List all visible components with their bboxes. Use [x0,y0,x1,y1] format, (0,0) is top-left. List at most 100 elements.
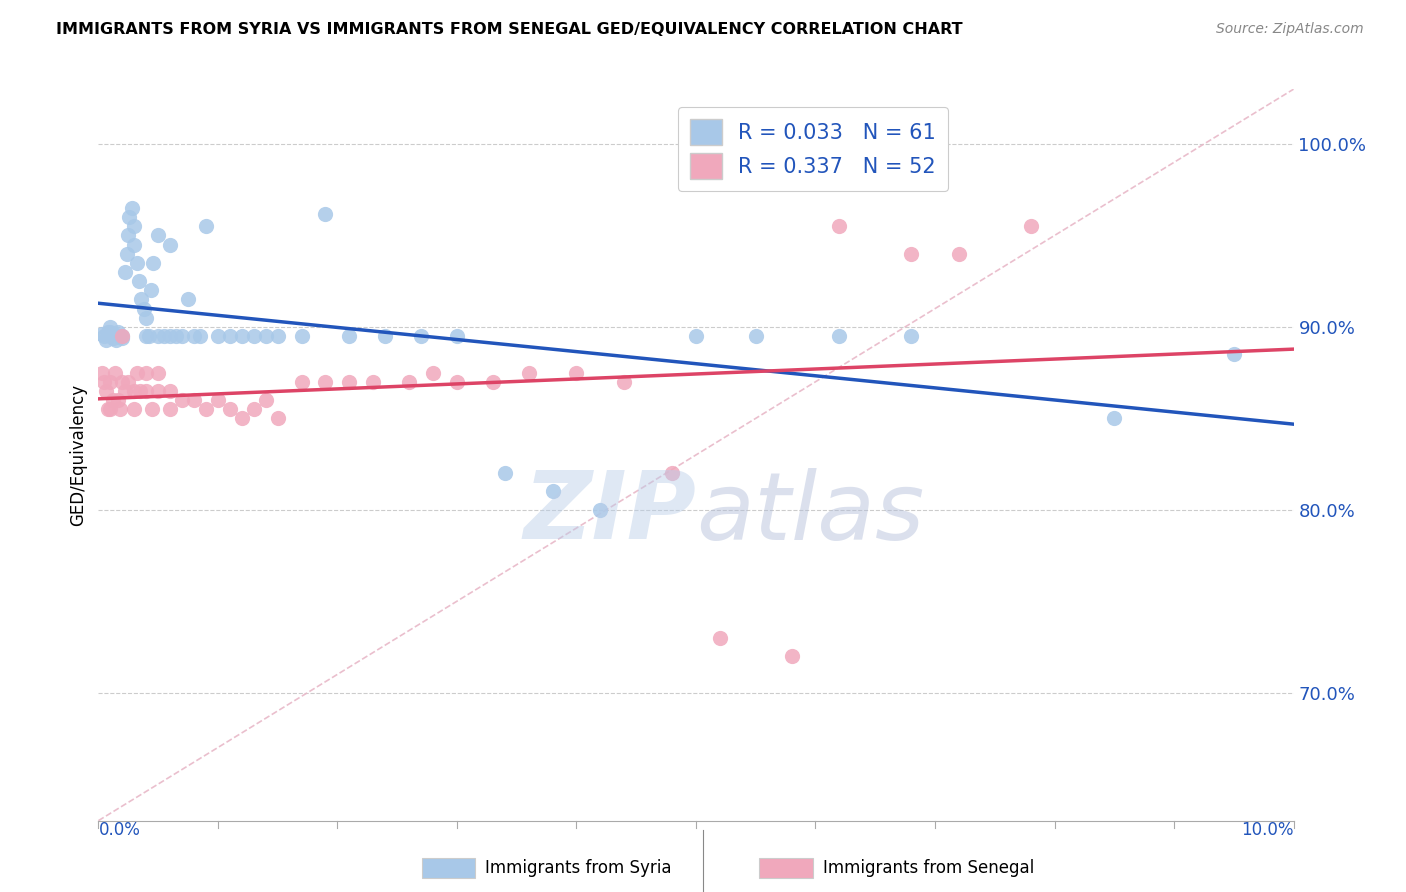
Point [422,366,444,380]
Point [613,375,636,389]
Point [1019,219,1042,234]
Point [98,319,122,334]
Point [780,649,803,664]
Point [709,631,731,645]
Point [398,375,420,389]
Point [685,329,707,343]
Point [91,327,114,342]
Point [131,293,153,307]
Point [107,392,129,407]
Point [183,329,205,343]
Point [117,375,139,389]
Point [481,375,505,389]
Point [828,329,851,343]
Point [135,329,157,343]
Point [138,329,160,343]
Point [339,375,360,389]
Point [148,228,170,243]
Point [541,484,564,499]
Point [101,331,124,345]
Point [446,329,468,343]
Text: IMMIGRANTS FROM SYRIA VS IMMIGRANTS FROM SENEGAL GED/EQUIVALENCY CORRELATION CHA: IMMIGRANTS FROM SYRIA VS IMMIGRANTS FROM… [56,22,963,37]
Point [231,411,253,425]
Point [107,326,129,340]
Point [141,402,163,417]
Text: Immigrants from Syria: Immigrants from Syria [485,859,672,877]
Point [159,384,181,398]
Point [148,384,170,398]
Point [97,402,120,417]
Point [139,284,162,298]
Point [194,402,218,417]
Point [118,211,141,225]
Point [290,375,312,389]
Point [267,411,290,425]
Point [188,329,211,343]
Point [948,247,970,261]
Point [124,219,146,234]
Point [267,329,290,343]
Point [97,326,120,340]
Point [661,467,683,481]
Point [172,329,194,343]
Point [101,392,124,407]
Point [828,219,851,234]
Point [124,237,146,252]
Point [243,402,266,417]
Point [494,467,516,481]
Point [98,375,122,389]
Text: Immigrants from Senegal: Immigrants from Senegal [823,859,1033,877]
Point [446,375,468,389]
Point [363,375,385,389]
Point [589,502,612,516]
Point [98,326,122,340]
Point [194,219,218,234]
Point [125,366,148,380]
Point [207,329,229,343]
Point [339,329,360,343]
Point [103,327,125,342]
Point [900,329,922,343]
Point [243,329,266,343]
Text: atlas: atlas [696,468,924,559]
Text: ZIP: ZIP [523,467,696,559]
Point [183,392,205,407]
Point [124,384,146,398]
Point [159,237,181,252]
Point [114,265,136,279]
Y-axis label: GED/Equivalency: GED/Equivalency [69,384,87,526]
Point [1104,411,1126,425]
Point [159,402,181,417]
Point [745,329,768,343]
Point [290,329,312,343]
Point [121,201,143,215]
Point [254,329,277,343]
Point [98,402,122,417]
Point [108,402,131,417]
Point [117,228,139,243]
Point [315,206,337,220]
Point [374,329,396,343]
Point [111,375,134,389]
Point [148,329,170,343]
Point [111,329,134,343]
Point [153,329,176,343]
Point [315,375,337,389]
Text: Source: ZipAtlas.com: Source: ZipAtlas.com [1216,22,1364,37]
Point [517,366,540,380]
Point [114,384,136,398]
Point [94,384,117,398]
Point [219,402,242,417]
Point [900,247,922,261]
Point [565,366,588,380]
Point [128,274,150,288]
Point [135,384,157,398]
Point [142,256,165,270]
Point [135,310,157,325]
Point [1223,347,1246,361]
Point [111,329,134,343]
Point [93,329,115,343]
Point [411,329,433,343]
Point [135,366,157,380]
Point [159,329,181,343]
